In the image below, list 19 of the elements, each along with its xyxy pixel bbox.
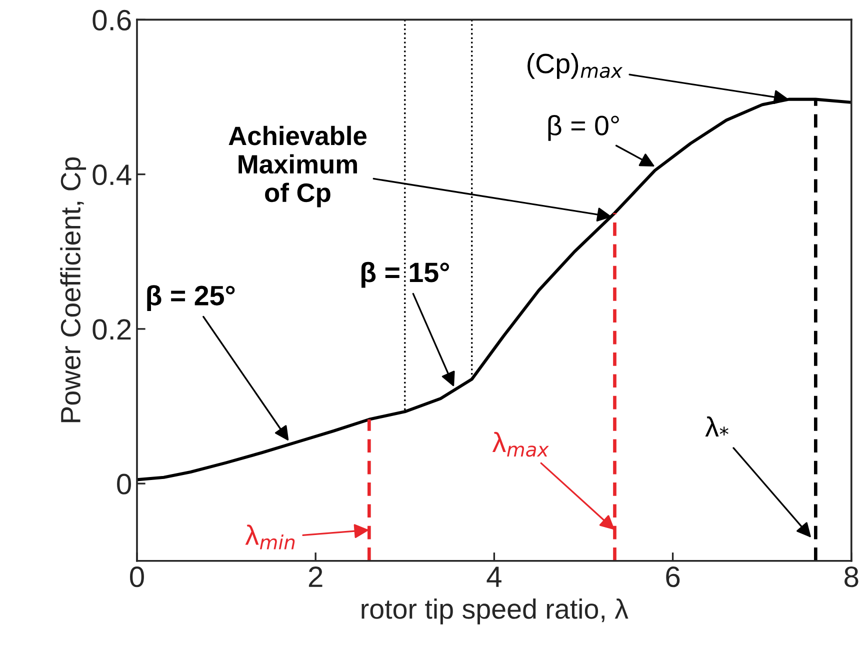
annotation: β = 0° [548,114,619,141]
y-tick-label: 0 [117,474,131,494]
x-tick-label: 4 [486,566,502,587]
annotation: λ$_{*}$ [705,416,728,436]
annotation: β = 15° [362,262,450,288]
x-tick-label: 2 [308,566,322,587]
annotation: Achievable Maximum of Cp [228,126,367,208]
y-tick-label: 0.4 [92,164,132,186]
x-tick-label: 8 [844,566,858,588]
x-tick-label: 0 [130,566,144,588]
annotation: (Cp)$_{max}$ [528,53,623,79]
annotation: β = 25° [147,285,235,311]
y-tick-label: 0.6 [92,10,131,31]
x-tick-label: 6 [666,566,680,588]
x-axis-title: rotor tip speed ratio, λ [362,598,628,624]
y-tick-label: 0.2 [92,319,131,340]
y-axis-title: Power Coefficient, Cp [60,157,86,422]
annotation: λ$_{max}$ [492,432,549,457]
annotation: λ$_{min}$ [245,524,295,550]
